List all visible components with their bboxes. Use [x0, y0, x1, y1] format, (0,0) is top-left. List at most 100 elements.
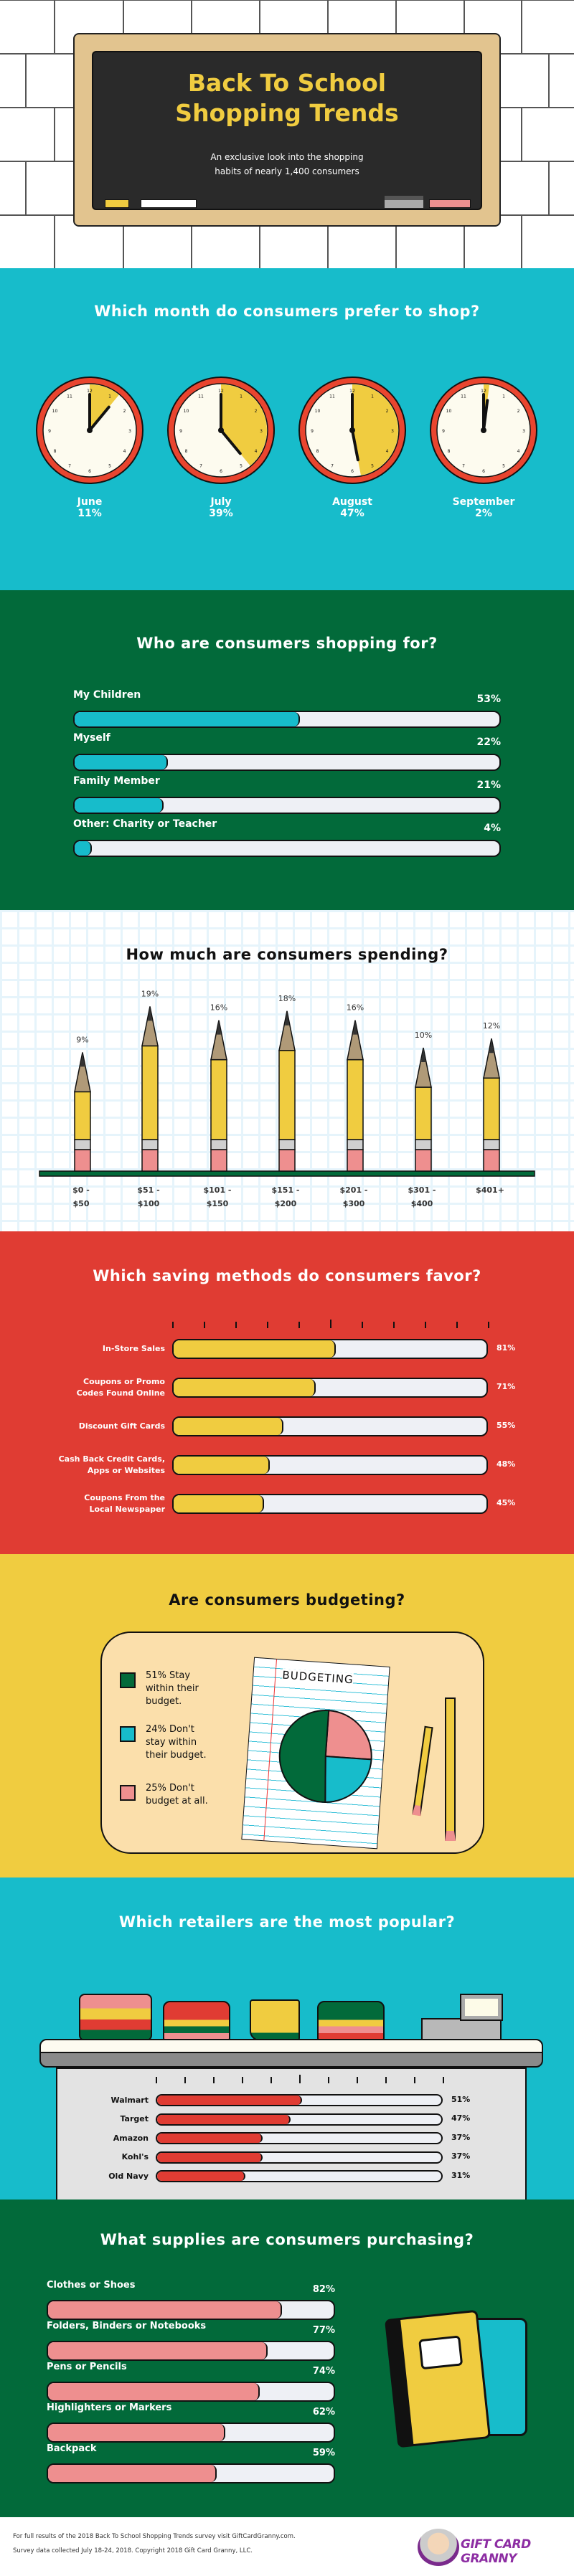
clock-numeral: 9 [48, 429, 51, 434]
category-label: $101 - [203, 1185, 231, 1195]
clock-numeral: 3 [128, 429, 131, 434]
bar-label-line: Coupons From the [84, 1493, 165, 1502]
pencil-bar [483, 1038, 500, 1172]
clock-numeral: 2 [386, 409, 389, 414]
clock-numeral: 9 [179, 429, 182, 434]
scale-tick [330, 1320, 331, 1328]
white-chalk [141, 199, 197, 208]
progress-bar [172, 1416, 488, 1436]
bar-label: Discount Gift Cards [29, 1421, 165, 1432]
pencil-eraser [483, 1149, 500, 1172]
bar-label: Kohl's [121, 2152, 149, 2161]
chart-baseline [39, 1170, 535, 1177]
clock-numeral: 4 [517, 449, 520, 454]
category-label: $0 - [72, 1185, 90, 1195]
notebook-paper: BUDGETING [241, 1657, 390, 1850]
bar-label: Cash Back Credit Cards, Apps or Websites [29, 1454, 165, 1477]
hour-hand [220, 429, 242, 455]
month-name: June [77, 496, 103, 508]
clock-numeral: 10 [315, 409, 321, 414]
clock-numeral: 2 [255, 409, 258, 414]
scale-tick [357, 2077, 358, 2083]
bar-label: Old Navy [108, 2171, 149, 2181]
pie-slice [324, 1755, 372, 1803]
footer-line-2: Survey data collected July 18-24, 2018. … [13, 2547, 253, 2554]
bar-label-line: Discount Gift Cards [78, 1421, 165, 1431]
long-pencil-icon [445, 1697, 456, 1841]
scale-tick [443, 2077, 444, 2083]
progress-fill [75, 798, 164, 813]
pencil-lead [217, 1020, 221, 1035]
data-label: 18% [278, 994, 296, 1003]
clock-numeral: 5 [240, 463, 243, 468]
progress-fill [75, 755, 169, 770]
progress-bar [47, 2423, 335, 2443]
scale-tick [156, 2077, 157, 2083]
clock-numeral: 10 [52, 409, 58, 414]
bar-value: 55% [497, 1421, 516, 1430]
clock-wedge [90, 384, 119, 430]
clock-numeral: 3 [522, 429, 525, 434]
pencil-lead [80, 1052, 85, 1067]
brand-logo[interactable]: GIFT CARD GRANNY [461, 2537, 531, 2566]
pie-slice [278, 1710, 330, 1803]
clock-wedge [352, 384, 398, 475]
pencil-body [141, 1045, 159, 1140]
pencil-lead [353, 1020, 357, 1035]
pencil-bar [210, 1020, 227, 1172]
legend-text: 24% Don't stay within their budget. [146, 1724, 207, 1761]
data-label: 12% [483, 1021, 500, 1031]
legend-swatch [120, 1785, 136, 1801]
scale-tick [393, 1322, 395, 1328]
progress-fill [157, 2096, 302, 2105]
legend-text: 51% Stay within their budget. [146, 1670, 199, 1707]
pencil-lead [148, 1006, 152, 1021]
footer-line-1: For full results of the 2018 Back To Sch… [13, 2533, 296, 2540]
data-label: 16% [347, 1003, 364, 1013]
progress-bar [156, 2132, 443, 2144]
paper-heading: BUDGETING [281, 1668, 354, 1687]
legend-swatch [120, 1672, 136, 1688]
pencil-eraser [415, 1149, 432, 1172]
pencil-tip [483, 1038, 500, 1079]
progress-fill [48, 2383, 260, 2400]
section-title: What supplies are consumers purchasing? [100, 2231, 474, 2248]
bar-label: Clothes or Shoes [47, 2280, 136, 2291]
bar-label-line: Local Newspaper [89, 1505, 165, 1514]
scale-tick [362, 1322, 363, 1328]
hour-hand [88, 405, 110, 432]
pencil-ferrule [278, 1139, 296, 1150]
pencil-body [483, 1077, 500, 1140]
progress-fill [174, 1340, 337, 1358]
notebook-label-icon [418, 2335, 464, 2370]
progress-fill [157, 2114, 291, 2124]
budgeting-section: Are consumers budgeting? 51% Stay within… [0, 1554, 574, 1877]
yellow-notebook-icon [384, 2309, 491, 2448]
bar-label: Highlighters or Markers [47, 2402, 172, 2413]
clock-numeral: 8 [316, 449, 319, 454]
pencil-lead [421, 1048, 425, 1062]
clock-numeral: 5 [371, 463, 374, 468]
section-title: How much are consumers spending? [126, 946, 448, 963]
scale-tick [235, 1322, 237, 1328]
progress-bar [73, 754, 501, 771]
clock-numeral: 1 [108, 394, 111, 399]
bar-label: Family Member [73, 775, 160, 787]
progress-bar [73, 711, 501, 728]
clock-numeral: 11 [329, 394, 335, 399]
progress-bar [73, 840, 501, 857]
bar-label-line: Cash Back Credit Cards, [58, 1454, 165, 1464]
clock-numeral: 6 [482, 469, 485, 474]
clock-numeral: 5 [108, 463, 111, 468]
clock-numeral: 2 [123, 409, 126, 414]
months-section: Which month do consumers prefer to shop?… [0, 268, 574, 590]
progress-fill [48, 2342, 268, 2359]
month-pct: 39% [209, 508, 233, 519]
pie-slice [324, 1710, 372, 1761]
category-label: $201 - [339, 1185, 367, 1195]
pencil-body [278, 1050, 296, 1140]
category-label: $400 [411, 1199, 433, 1208]
